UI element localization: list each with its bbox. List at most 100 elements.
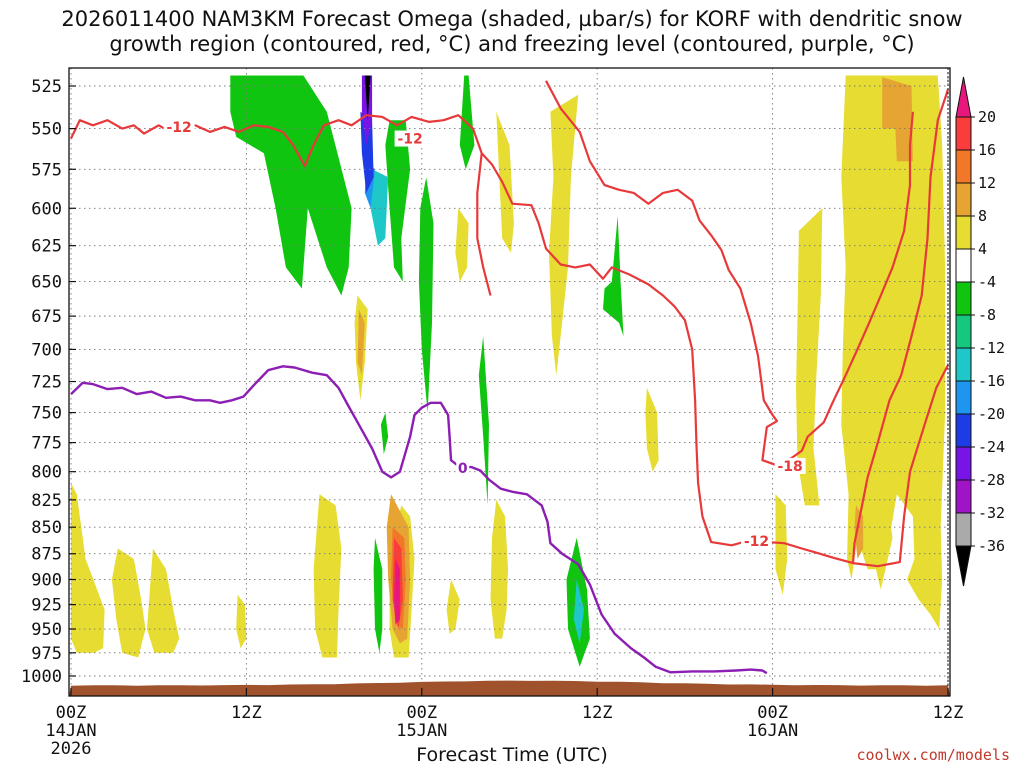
dendritic-label-3-bg <box>741 533 773 550</box>
colorbar-swatch-13 <box>955 512 972 547</box>
x-tick-label-36: 12Z <box>582 703 613 723</box>
colorbar-swatch-5 <box>955 248 972 283</box>
gridlines <box>69 68 950 696</box>
colorbar-label-4: 4 <box>978 240 987 258</box>
omega-region-17-cat-4 <box>775 494 788 595</box>
omega-region-34-cat-8 <box>854 505 864 559</box>
y-tick-label-600: 600 <box>31 199 62 219</box>
omega-region-12-cat--24 <box>360 111 374 193</box>
omega-region-2-cat--8 <box>418 177 434 413</box>
omega-region-21-cat-4 <box>147 548 180 653</box>
terrain-surface <box>69 680 950 696</box>
omega-region-5-cat--8 <box>603 215 624 337</box>
omega-region-1-cat--8 <box>385 120 411 282</box>
dendritic-contour-2 <box>545 80 914 466</box>
dendritic-contour-1 <box>851 89 950 564</box>
dendritic-contour-3 <box>476 153 492 296</box>
omega-region-32-cat-8 <box>357 309 365 376</box>
y-tick-label-925: 925 <box>31 596 62 616</box>
y-tick-label-625: 625 <box>31 237 62 257</box>
omega-region-29-cat-4 <box>549 94 579 376</box>
y-tick-label-850: 850 <box>31 518 62 538</box>
terrain <box>69 680 950 696</box>
contours <box>70 80 950 675</box>
colorbar-swatch-1 <box>955 116 972 151</box>
y-axis: 525 550 575 600 625 650 675 700 725 750 775 800 825 8… <box>21 77 76 687</box>
y-tick-label-700: 700 <box>31 340 62 360</box>
colorbar-label-0: 20 <box>978 108 996 126</box>
colorbar-swatch-8 <box>955 347 972 382</box>
dendritic-contour-0 <box>70 114 949 568</box>
colorbar-swatch-12 <box>955 479 972 514</box>
colorbar: 20 16 12 8 4 -4 -8 -12 -16 -20 -24 -28 -32 -36 <box>955 76 1005 587</box>
omega-region-18-cat-4 <box>872 483 893 590</box>
colorbar-swatch-9 <box>955 380 972 415</box>
colorbar-swatch-7 <box>955 314 972 349</box>
chart-title-line-1: 2026011400 NAM3KM Forecast Omega (shaded… <box>61 7 963 31</box>
x-tick-date-48: 16JAN <box>747 721 798 741</box>
omega-region-28-cat-4 <box>496 111 514 253</box>
colorbar-label-2: 12 <box>978 174 996 192</box>
dendritic-label-1: -12 <box>397 132 422 148</box>
colorbar-swatch-4 <box>955 215 972 250</box>
omega-region-26-cat-4 <box>490 499 508 639</box>
colorbar-label-9: -20 <box>978 405 1005 423</box>
omega-region-6-cat--8 <box>380 412 389 455</box>
y-tick-label-750: 750 <box>31 404 62 424</box>
omega-region-38-cat-20 <box>394 559 400 625</box>
x-tick-label-48: 00Z <box>757 703 788 723</box>
x-tick-label-12: 12Z <box>231 703 262 723</box>
colorbar-label-6: -8 <box>978 306 996 324</box>
freezing-level-label-bg <box>456 460 470 477</box>
x-tick-date-24: 15JAN <box>396 721 447 741</box>
omega-region-7-cat--8 <box>373 537 383 653</box>
y-tick-label-650: 650 <box>31 273 62 293</box>
colorbar-label-13: -36 <box>978 537 1005 555</box>
colorbar-swatch-2 <box>955 149 972 184</box>
dendritic-label-3: -12 <box>744 534 769 550</box>
omega-region-13-cat--28 <box>361 75 373 146</box>
colorbar-swatch-11 <box>955 446 972 481</box>
y-tick-label-525: 525 <box>31 77 62 97</box>
y-tick-label-950: 950 <box>31 620 62 640</box>
contour-labels: -12 -12 -18 -12 0 <box>163 118 806 550</box>
x-tick-year-0: 2026 <box>51 739 92 759</box>
colorbar-label-12: -32 <box>978 504 1005 522</box>
colorbar-swatch-3 <box>955 182 972 217</box>
omega-region-16-cat-4 <box>796 208 823 506</box>
colorbar-top-arrow <box>955 76 972 118</box>
colorbar-label-3: 8 <box>978 207 987 225</box>
y-tick-label-775: 775 <box>31 434 62 454</box>
y-tick-label-675: 675 <box>31 307 62 327</box>
colorbar-label-10: -24 <box>978 438 1005 456</box>
omega-region-4-cat--8 <box>478 336 489 506</box>
freezing-level-contour <box>70 365 768 675</box>
omega-region-15-cat-4 <box>841 75 946 629</box>
omega-shading <box>71 75 946 667</box>
x-tick-label-60: 12Z <box>933 703 964 723</box>
omega-region-25-cat-4 <box>446 579 460 634</box>
omega-region-9-cat--12 <box>573 579 584 644</box>
omega-region-20-cat-4 <box>111 548 146 658</box>
omega-region-19-cat-4 <box>71 483 105 653</box>
colorbar-swatch-10 <box>955 413 972 448</box>
dendritic-label-0: -12 <box>167 120 192 136</box>
y-tick-label-800: 800 <box>31 463 62 483</box>
colorbar-label-7: -12 <box>978 339 1005 357</box>
y-tick-label-875: 875 <box>31 545 62 565</box>
omega-region-10-cat--12 <box>370 169 389 246</box>
x-axis-label: Forecast Time (UTC) <box>416 744 608 766</box>
omega-region-22-cat-4 <box>236 594 247 649</box>
omega-region-33-cat-8 <box>882 77 913 162</box>
x-tick-label-24: 00Z <box>406 703 437 723</box>
dendritic-label-1-bg <box>394 130 426 147</box>
omega-region-23-cat-4 <box>313 494 342 658</box>
colorbar-swatch-6 <box>955 281 972 316</box>
credit-text: coolwx.com/models <box>856 746 1010 764</box>
dendritic-label-2-bg <box>774 457 806 474</box>
colorbar-label-1: 16 <box>978 141 996 159</box>
x-tick-date-0: 14JAN <box>45 721 96 741</box>
dendritic-label-2: -18 <box>777 459 802 475</box>
